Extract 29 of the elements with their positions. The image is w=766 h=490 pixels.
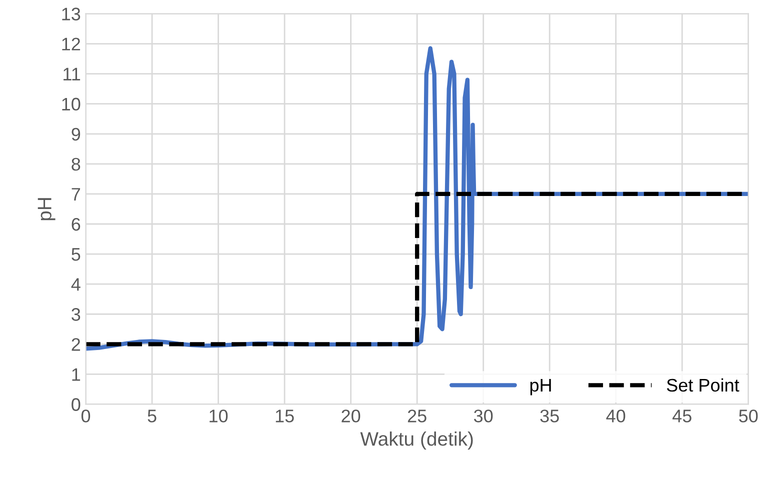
y-tick-label: 9 (72, 128, 80, 141)
y-tick-label: 13 (62, 8, 80, 20)
y-tick-label: 1 (72, 368, 80, 381)
x-tick-label: 30 (474, 410, 493, 422)
x-tick-label: 40 (606, 410, 626, 422)
y-tick-label: 7 (72, 188, 80, 201)
x-tick-label: 20 (342, 410, 360, 422)
legend-label: Set Point (666, 378, 740, 392)
legend-label: pH (530, 379, 551, 396)
x-tick-label: 10 (210, 410, 228, 422)
x-tick-label: 0 (81, 410, 90, 422)
y-tick-label: 11 (64, 68, 80, 80)
y-tick-label: 0 (72, 398, 80, 411)
y-axis-title: pH (38, 198, 56, 220)
y-tick-label: 10 (62, 98, 80, 111)
x-tick-label: 5 (148, 410, 156, 422)
x-tick-label: 15 (276, 410, 294, 422)
y-tick-label: 3 (72, 308, 80, 321)
y-tick-label: 4 (71, 278, 80, 291)
x-tick-label: 35 (540, 410, 559, 422)
x-tick-label: 25 (408, 410, 426, 422)
y-tick-label: 12 (62, 38, 80, 50)
y-tick-label: 2 (72, 338, 80, 351)
x-tick-label: 50 (739, 410, 758, 422)
y-tick-label: 5 (72, 248, 80, 261)
y-tick-label: 6 (72, 218, 80, 231)
x-tick-label: 45 (672, 410, 692, 422)
x-axis-title: Waktu (detik) (360, 432, 473, 450)
y-tick-label: 8 (72, 158, 80, 171)
